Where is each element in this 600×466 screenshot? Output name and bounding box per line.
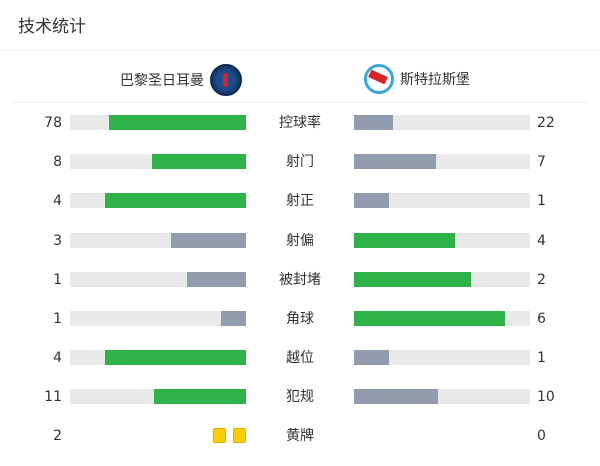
home-value: 8 <box>53 154 62 171</box>
stat-row-yellow-cards: 2 黄牌 0 <box>0 428 600 444</box>
home-bar <box>70 350 246 366</box>
away-bar-fill <box>354 271 472 287</box>
stat-label: 黄牌 <box>286 428 314 444</box>
stat-label: 控球率 <box>279 115 321 131</box>
home-value: 2 <box>53 428 62 444</box>
away-bar-fill <box>354 389 438 405</box>
home-bar-fill <box>105 193 246 209</box>
psg-crest-icon <box>210 64 242 96</box>
stat-label: 犯规 <box>286 389 314 406</box>
divider <box>0 50 600 51</box>
home-value: 4 <box>53 193 62 210</box>
stat-label: 被封堵 <box>279 271 321 288</box>
yellow-card-icon <box>213 428 226 443</box>
stat-label: 角球 <box>286 311 314 327</box>
home-value: 1 <box>53 311 62 327</box>
stat-label: 越位 <box>286 350 314 367</box>
divider <box>12 102 588 103</box>
home-bar <box>70 193 246 209</box>
away-value: 7 <box>537 154 546 171</box>
home-value: 78 <box>44 115 62 131</box>
stat-row: 1 被封堵 2 <box>0 271 600 288</box>
away-value: 22 <box>537 115 555 131</box>
stat-label: 射正 <box>286 193 314 210</box>
away-value: 2 <box>537 271 546 288</box>
away-bar <box>354 271 530 287</box>
away-bar <box>354 350 530 366</box>
stat-row: 4 越位 1 <box>0 350 600 366</box>
away-bar-fill <box>354 311 505 326</box>
home-bar-fill <box>187 271 246 287</box>
home-team-name: 巴黎圣日耳曼 <box>120 73 204 89</box>
away-bar <box>354 232 530 248</box>
away-bar-fill <box>354 115 393 130</box>
home-bar-fill <box>170 232 246 248</box>
away-value: 0 <box>537 428 546 444</box>
stat-row: 1 角球 6 <box>0 311 600 327</box>
home-value: 3 <box>53 232 62 249</box>
away-bar <box>354 115 530 130</box>
home-bar <box>70 232 246 248</box>
away-bar-fill <box>354 193 390 209</box>
home-value: 11 <box>44 389 62 406</box>
home-bar-fill <box>152 154 246 170</box>
away-value: 1 <box>537 193 546 210</box>
away-value: 10 <box>537 389 555 406</box>
stat-label: 射门 <box>286 154 314 171</box>
home-value: 1 <box>53 271 62 288</box>
strasbourg-crest-icon <box>364 64 394 94</box>
away-bar <box>354 311 530 326</box>
home-bar-fill <box>220 311 246 326</box>
away-value: 1 <box>537 350 546 367</box>
home-bar-fill <box>105 350 246 366</box>
stat-row: 4 射正 1 <box>0 193 600 209</box>
home-team[interactable]: 巴黎圣日耳曼 <box>120 64 242 96</box>
stat-label: 射偏 <box>286 232 314 249</box>
away-value: 4 <box>537 232 546 249</box>
home-bar <box>70 154 246 170</box>
away-bar-fill <box>354 350 390 366</box>
home-bar <box>70 311 246 326</box>
away-team[interactable]: 斯特拉斯堡 <box>364 64 470 94</box>
away-bar <box>354 154 530 170</box>
home-bar-fill <box>108 115 246 130</box>
away-bar-fill <box>354 154 437 170</box>
home-value: 4 <box>53 350 62 367</box>
away-bar <box>354 389 530 405</box>
stat-row: 8 射门 7 <box>0 154 600 170</box>
stat-row: 11 犯规 10 <box>0 389 600 405</box>
away-bar <box>354 193 530 209</box>
away-value: 6 <box>537 311 546 327</box>
away-team-name: 斯特拉斯堡 <box>400 72 470 88</box>
yellow-card-icon <box>233 428 246 443</box>
home-bar <box>70 271 246 287</box>
away-bar-fill <box>354 232 455 248</box>
stat-row: 78 控球率 22 <box>0 115 600 131</box>
home-bar <box>70 115 246 130</box>
home-bar-fill <box>153 389 246 405</box>
page-title: 技术统计 <box>18 17 86 37</box>
stat-row: 3 射偏 4 <box>0 232 600 249</box>
home-bar <box>70 389 246 405</box>
